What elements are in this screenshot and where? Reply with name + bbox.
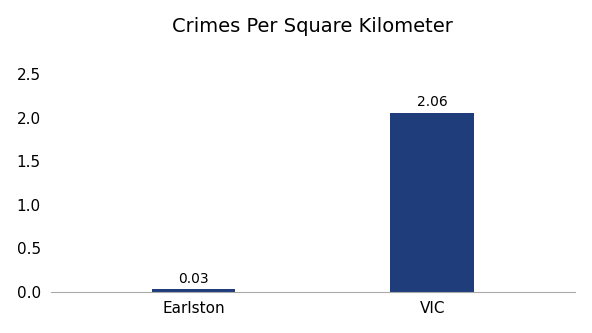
Text: 2.06: 2.06 bbox=[417, 95, 448, 109]
Bar bbox=[391, 113, 474, 292]
Text: 0.03: 0.03 bbox=[178, 271, 209, 285]
Bar bbox=[152, 289, 236, 292]
Title: Crimes Per Square Kilometer: Crimes Per Square Kilometer bbox=[172, 17, 453, 36]
